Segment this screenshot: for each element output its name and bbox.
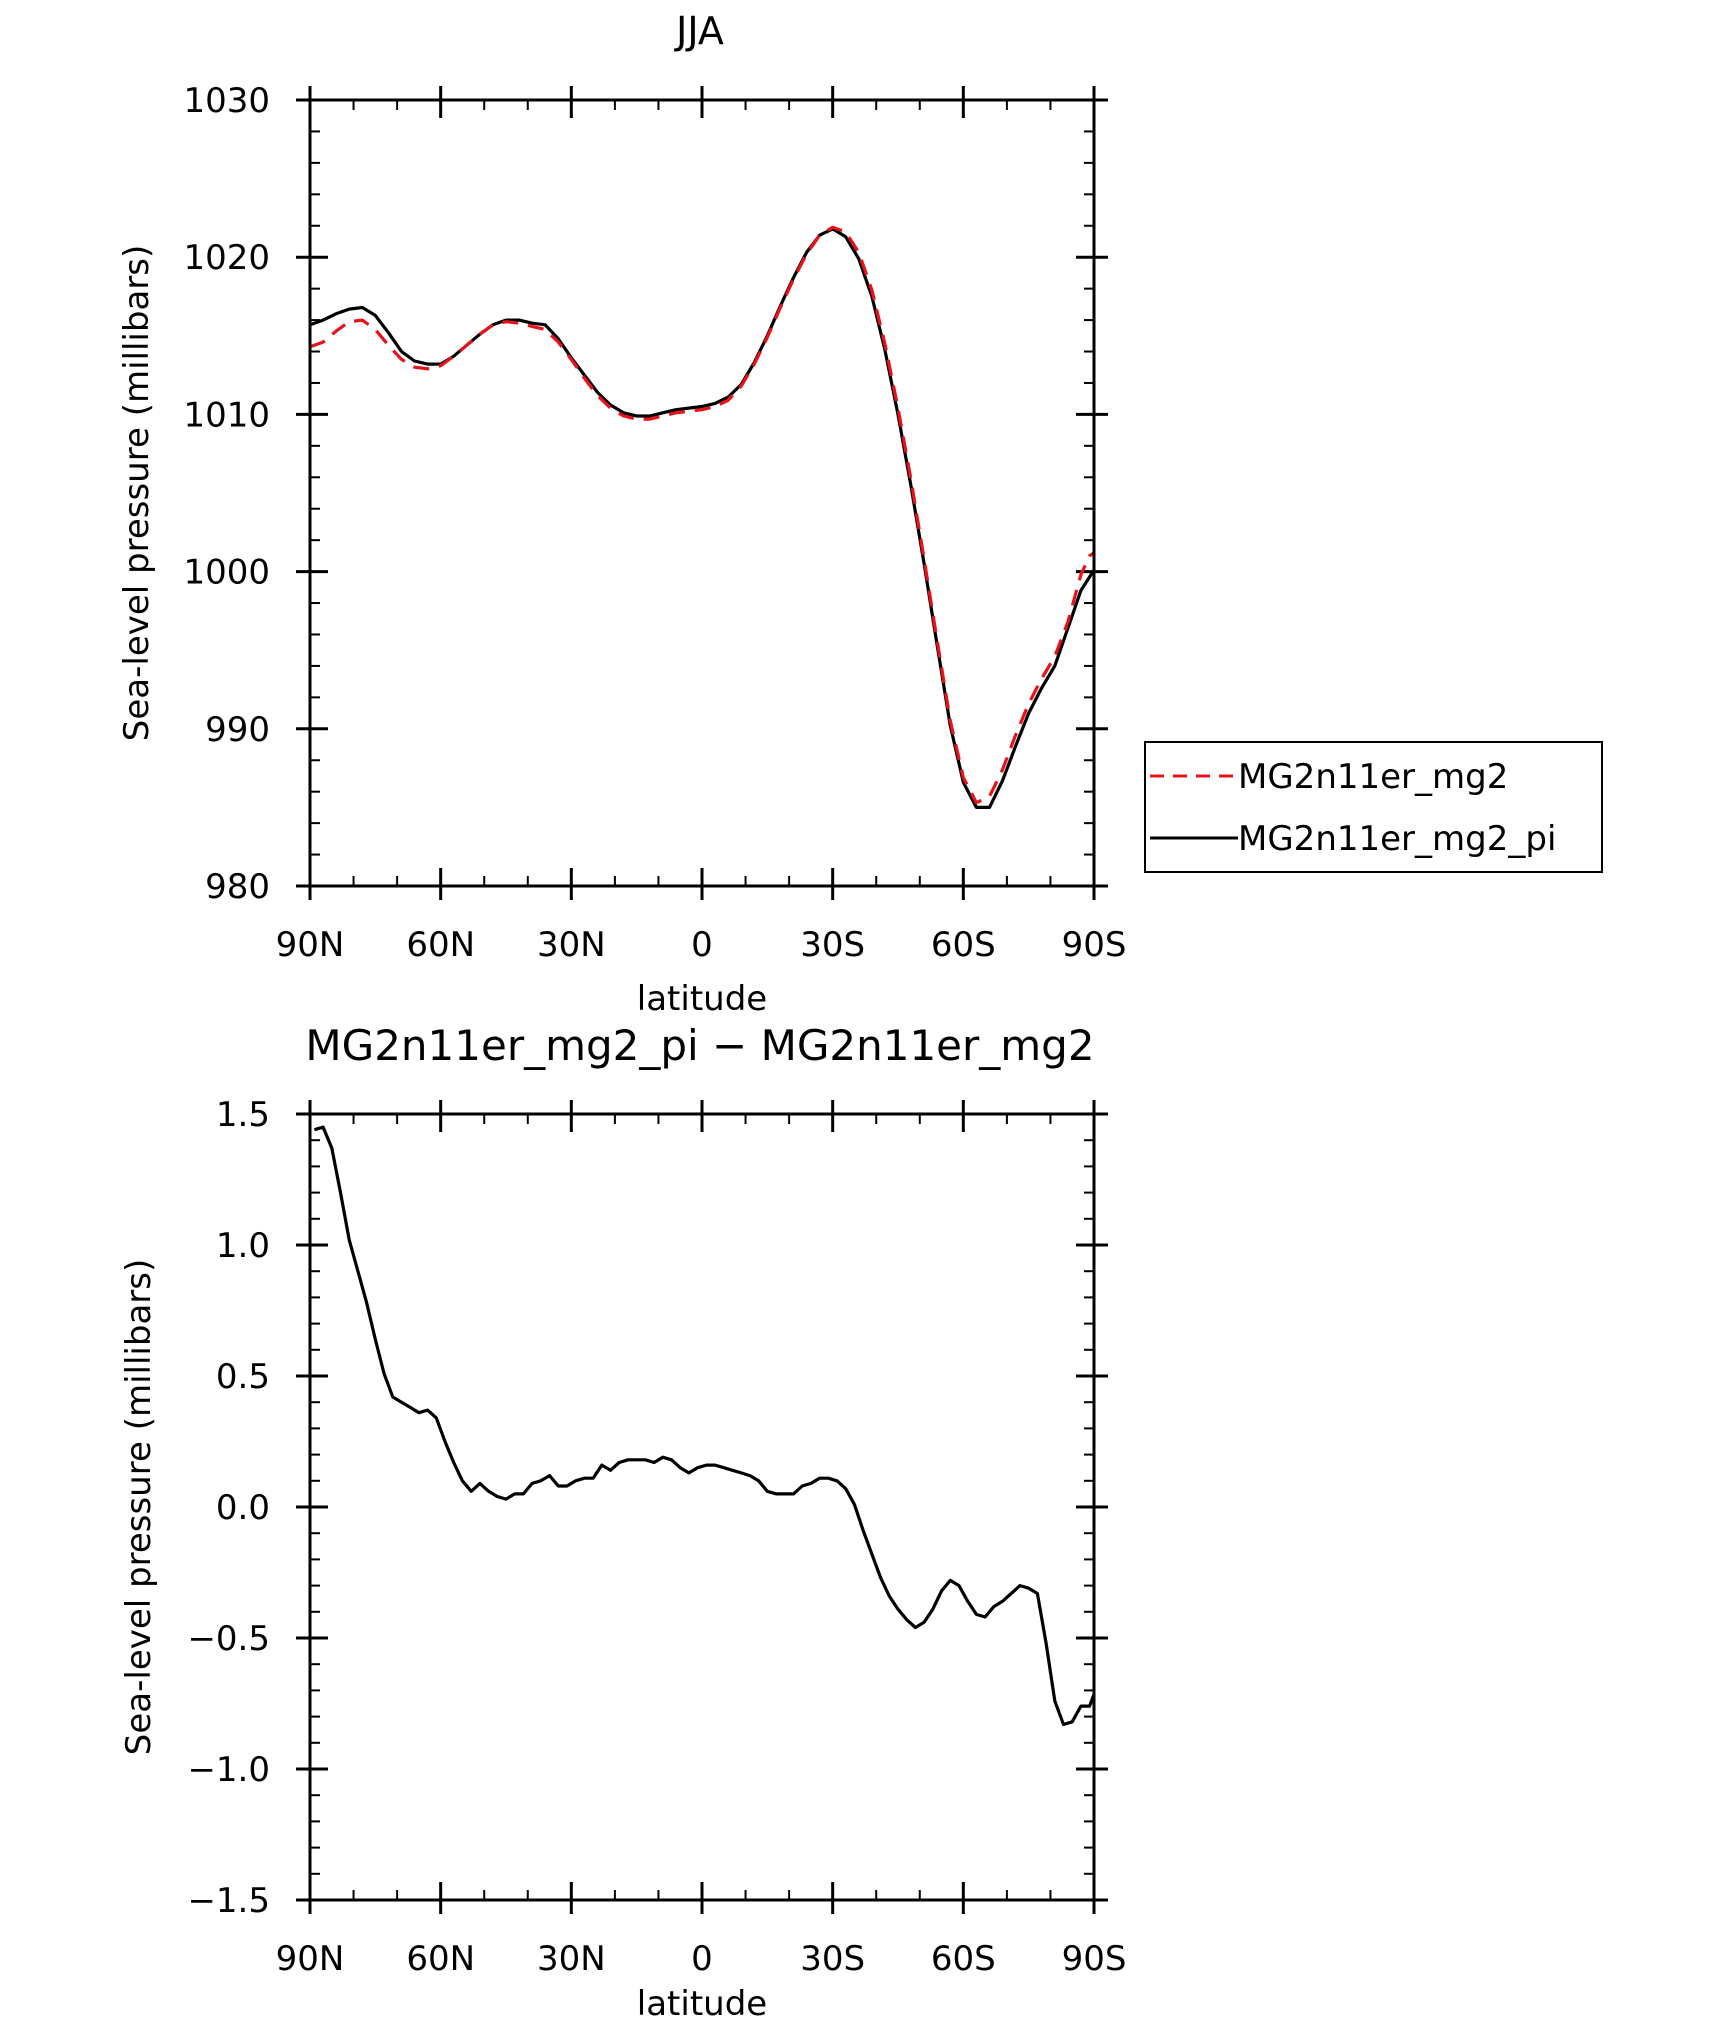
x-tick-label: 90S	[1062, 925, 1127, 965]
top-chart-title: JJA	[674, 9, 724, 53]
y-tick-label: 0.0	[216, 1488, 270, 1528]
x-tick-label: 60N	[406, 925, 475, 965]
top-panel: JJA 90N 60N 30N 0 30S 60S 90S10301020101010009…	[117, 9, 1603, 1019]
y-tick-label: 990	[205, 710, 270, 750]
y-tick-label: −1.0	[187, 1750, 270, 1790]
y-tick-label: 1.0	[216, 1226, 270, 1266]
top-x-axis-label: latitude	[637, 979, 767, 1019]
top-plot-area	[310, 225, 1094, 809]
series-line-0	[310, 225, 1094, 805]
x-tick-label: 60S	[931, 1939, 996, 1979]
bottom-x-axis-label: latitude	[637, 1984, 767, 2021]
legend-label-mg2-pi: MG2n11er_mg2_pi	[1238, 819, 1556, 859]
x-tick-label: 90N	[276, 1939, 345, 1979]
x-tick-label: 0	[691, 925, 713, 965]
top-ticks: 90N 60N 30N 0 30S 60S 90S 1030 1020 1010 1000 990 98…	[183, 81, 1126, 965]
y-tick-label: 1.5	[216, 1095, 270, 1135]
x-tick-label: 90N	[276, 925, 345, 965]
series-line-0	[313, 1125, 1094, 1727]
legend-box	[1144, 741, 1603, 873]
x-tick-label: 60S	[931, 925, 996, 965]
y-tick-label: −1.5	[187, 1881, 270, 1921]
x-tick-label: 0	[691, 1939, 713, 1979]
y-tick-label: 1030	[183, 81, 270, 121]
bottom-plot-frame	[308, 1112, 1096, 1902]
y-tick-label: 0.5	[216, 1357, 270, 1397]
x-tick-label: 30N	[537, 925, 606, 965]
x-tick-label: 60N	[406, 1939, 475, 1979]
legend: MG2n11er_mg2 MG2n11er_mg2_pi	[1144, 741, 1603, 873]
x-tick-label: 30S	[800, 925, 865, 965]
bottom-plot-area	[313, 1125, 1094, 1727]
bottom-chart-title: MG2n11er_mg2_pi − MG2n11er_mg2	[305, 1021, 1094, 1070]
top-y-axis-label: Sea-level pressure (millibars)	[117, 245, 157, 741]
top-plot-frame	[308, 98, 1096, 888]
x-tick-label: 90S	[1062, 1939, 1127, 1979]
y-tick-label: 980	[205, 867, 270, 907]
bottom-panel: MG2n11er_mg2_pi − MG2n11er_mg2 90N 60N 30N…	[119, 1021, 1127, 2021]
y-tick-label: 1000	[183, 553, 270, 593]
bottom-y-axis-label: Sea-level pressure (millibars)	[119, 1259, 159, 1755]
y-tick-label: −0.5	[187, 1619, 270, 1659]
y-tick-label: 1020	[183, 238, 270, 278]
x-tick-label: 30N	[537, 1939, 606, 1979]
x-tick-label: 30S	[800, 1939, 865, 1979]
y-tick-label: 1010	[183, 395, 270, 435]
legend-label-mg2: MG2n11er_mg2	[1238, 757, 1508, 797]
